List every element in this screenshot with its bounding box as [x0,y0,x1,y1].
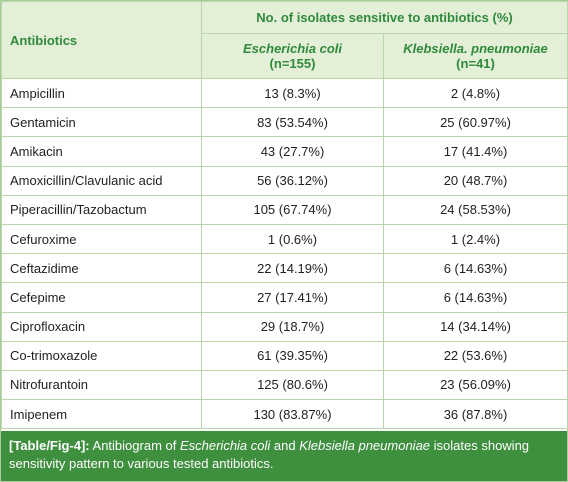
sensitivity-cell: 27 (17.41%) [201,282,384,313]
table-row: Co-trimoxazole 61 (39.35%) 22 (53.6%) [1,340,568,371]
antibiotic-name: Cefuroxime [1,223,202,255]
table-row: Nitrofurantoin 125 (80.6%) 23 (56.09%) [1,369,568,401]
table-row: Imipenem 130 (83.87%) 36 (87.8%) [1,399,568,430]
sensitivity-cell: 1 (0.6%) [201,223,384,255]
table-row: Cefepime 27 (17.41%) 6 (14.63%) [1,282,568,313]
header-group: No. of isolates sensitive to antibiotics… [201,1,568,34]
sensitivity-cell: 29 (18.7%) [201,311,384,342]
caption: [Table/Fig-4]: Antibiogram of Escherichi… [1,431,567,481]
sensitivity-cell: 130 (83.87%) [201,399,384,430]
sensitivity-cell: 56 (36.12%) [201,165,384,196]
table-row: Ampicillin 13 (8.3%) 2 (4.8%) [1,77,568,109]
sensitivity-cell: 22 (14.19%) [201,253,384,284]
sensitivity-cell: 17 (41.4%) [383,136,568,167]
antibiotic-name: Amoxicillin/Clavulanic acid [1,165,202,196]
sensitivity-cell: 83 (53.54%) [201,107,384,138]
header-klebsiella: Klebsiella. pneumoniae (n=41) [383,33,568,79]
antibiotic-name: Cefepime [1,282,202,313]
antibiotic-name: Piperacillin/Tazobactum [1,194,202,225]
caption-italic: Escherichia coli [179,438,271,453]
sample-size: (n=41) [456,56,495,71]
sensitivity-cell: 22 (53.6%) [383,340,568,371]
sensitivity-cell: 6 (14.63%) [383,282,568,313]
sensitivity-cell: 61 (39.35%) [201,340,384,371]
antibiotic-name: Ciprofloxacin [1,311,202,342]
header-ecoli: Escherichia coli (n=155) [201,33,384,79]
sensitivity-cell: 24 (58.53%) [383,194,568,225]
sensitivity-cell: 2 (4.8%) [383,77,568,109]
sensitivity-cell: 43 (27.7%) [201,136,384,167]
antibiotic-name: Co-trimoxazole [1,340,202,371]
sample-size: (n=155) [269,56,316,71]
table-row: Cefuroxime 1 (0.6%) 1 (2.4%) [1,223,568,255]
sensitivity-cell: 105 (67.74%) [201,194,384,225]
antibiotic-name: Ceftazidime [1,253,202,284]
header-antibiotics: Antibiotics [1,1,202,79]
caption-text: isolates showing sensitivity pattern to … [9,438,530,471]
table-row: Ceftazidime 22 (14.19%) 6 (14.63%) [1,253,568,284]
antibiotic-name: Imipenem [1,399,202,430]
sensitivity-cell: 20 (48.7%) [383,165,568,196]
table-row: Amoxicillin/Clavulanic acid 56 (36.12%) 20… [1,165,568,196]
organism: Escherichia coli [243,41,342,56]
antibiotic-name: Amikacin [1,136,202,167]
sensitivity-cell: 1 (2.4%) [383,223,568,255]
table-body: Ampicillin 13 (8.3%) 2 (4.8%) Gentamicin 83 … [1,77,568,430]
organism: Klebsiella. pneumoniae [403,41,548,56]
table-row: Piperacillin/Tazobactum 105 (67.74%) 24 (5… [1,194,568,225]
sensitivity-cell: 6 (14.63%) [383,253,568,284]
caption-italic: Klebsiella pneumoniae [299,438,431,453]
antibiotic-name: Ampicillin [1,77,202,109]
antibiogram-table: Antibiotics No. of isolates sensitive to… [1,1,568,430]
sensitivity-cell: 36 (87.8%) [383,399,568,430]
caption-text: Antibiogram of [89,438,180,453]
table-row: Gentamicin 83 (53.54%) 25 (60.97%) [1,107,568,138]
sensitivity-cell: 125 (80.6%) [201,369,384,401]
antibiotic-name: Nitrofurantoin [1,369,202,401]
caption-label: [Table/Fig-4]: [9,438,90,453]
sensitivity-cell: 25 (60.97%) [383,107,568,138]
table-row: Ciprofloxacin 29 (18.7%) 14 (34.14%) [1,311,568,342]
caption-text: and [270,438,300,453]
sensitivity-cell: 14 (34.14%) [383,311,568,342]
antibiotic-name: Gentamicin [1,107,202,138]
table-row: Amikacin 43 (27.7%) 17 (41.4%) [1,136,568,167]
sensitivity-cell: 13 (8.3%) [201,77,384,109]
sensitivity-cell: 23 (56.09%) [383,369,568,401]
